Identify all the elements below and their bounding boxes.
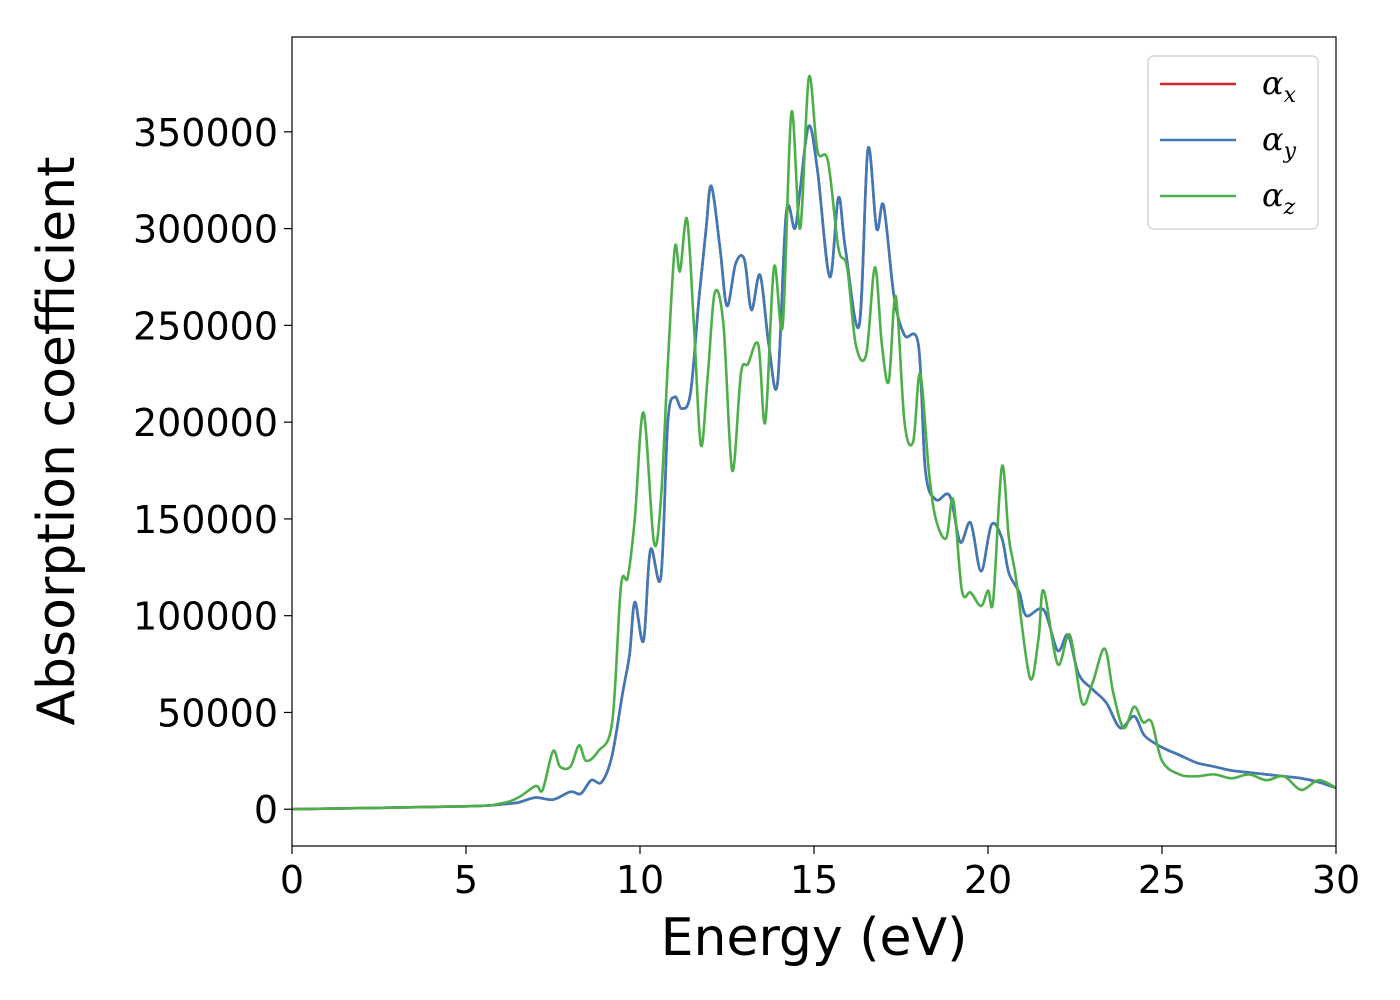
y-axis-label: Absorption coefficient (27, 156, 87, 725)
x-tick-label: 25 (1138, 858, 1186, 902)
x-tick-label: 20 (964, 858, 1012, 902)
x-axis-ticks: 0 5 10 15 20 25 30 (280, 846, 1360, 902)
x-tick-label: 10 (616, 858, 664, 902)
x-axis-label: Energy (eV) (661, 908, 968, 968)
series-line-z (292, 74, 1336, 811)
legend-box (1147, 55, 1319, 230)
y-tick-label: 100000 (133, 595, 278, 639)
y-tick-label: 200000 (133, 401, 278, 445)
y-tick-label: 150000 (133, 498, 278, 542)
x-tick-label: 0 (280, 858, 304, 902)
y-tick-label: 350000 (133, 111, 278, 155)
y-tick-label: 0 (254, 788, 278, 832)
y-tick-label: 300000 (133, 208, 278, 252)
series-curves (292, 74, 1336, 811)
y-tick-label: 250000 (133, 304, 278, 348)
y-axis-ticks: 0 50000 100000 150000 200000 250000 300000 3500… (133, 111, 292, 832)
x-tick-label: 15 (790, 858, 838, 902)
y-tick-label: 50000 (157, 691, 278, 735)
series-line-y (292, 124, 1336, 811)
x-tick-label: 30 (1312, 858, 1360, 902)
x-tick-label: 5 (454, 858, 478, 902)
